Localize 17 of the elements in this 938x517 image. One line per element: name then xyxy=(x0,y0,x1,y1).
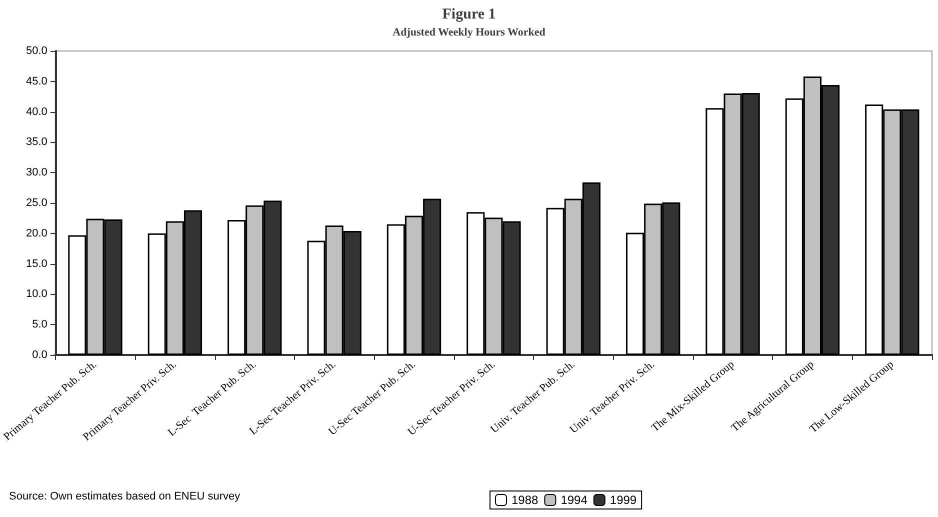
y-tick-label: 40.0 xyxy=(26,106,48,118)
y-tick-label: 0.0 xyxy=(32,349,48,361)
y-tick-label: 50.0 xyxy=(26,45,48,57)
y-tick-label: 15.0 xyxy=(26,258,48,270)
legend-label: 1999 xyxy=(610,493,637,507)
chart-subtitle: Adjusted Weekly Hours Worked xyxy=(392,26,546,38)
source-note: Source: Own estimates based on ENEU survey xyxy=(9,490,241,502)
y-tick-label: 25.0 xyxy=(26,197,48,209)
y-tick-label: 20.0 xyxy=(26,227,48,240)
y-tick-label: 10.0 xyxy=(26,288,48,300)
y-tick-label: 30.0 xyxy=(26,166,48,179)
y-tick-label: 5.0 xyxy=(32,318,48,331)
y-tick-label: 35.0 xyxy=(26,136,48,148)
legend-label: 1988 xyxy=(512,493,539,507)
chart-title: Figure 1 xyxy=(442,6,496,22)
y-tick-label: 45.0 xyxy=(26,75,48,88)
legend-label: 1994 xyxy=(560,493,588,507)
